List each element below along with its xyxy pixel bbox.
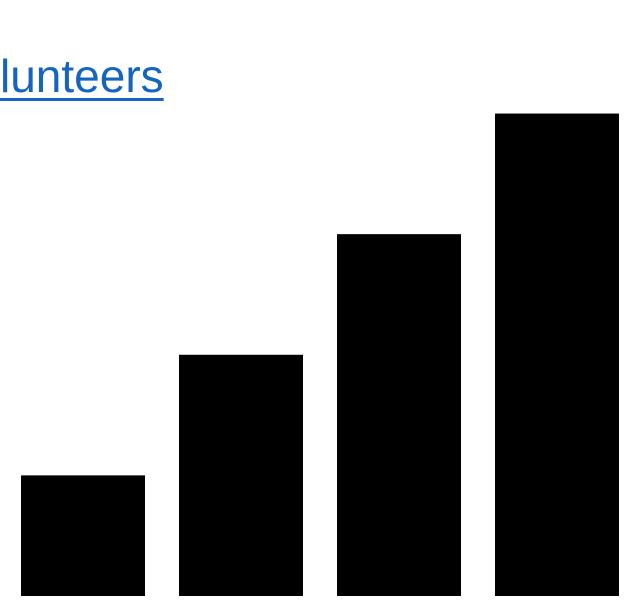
bars-group	[21, 113, 619, 596]
bar-1	[21, 475, 145, 596]
bar-2	[179, 354, 303, 596]
bar-3	[337, 234, 461, 596]
bar-4	[495, 113, 619, 596]
volunteers-link[interactable]: lunteers	[0, 50, 164, 102]
